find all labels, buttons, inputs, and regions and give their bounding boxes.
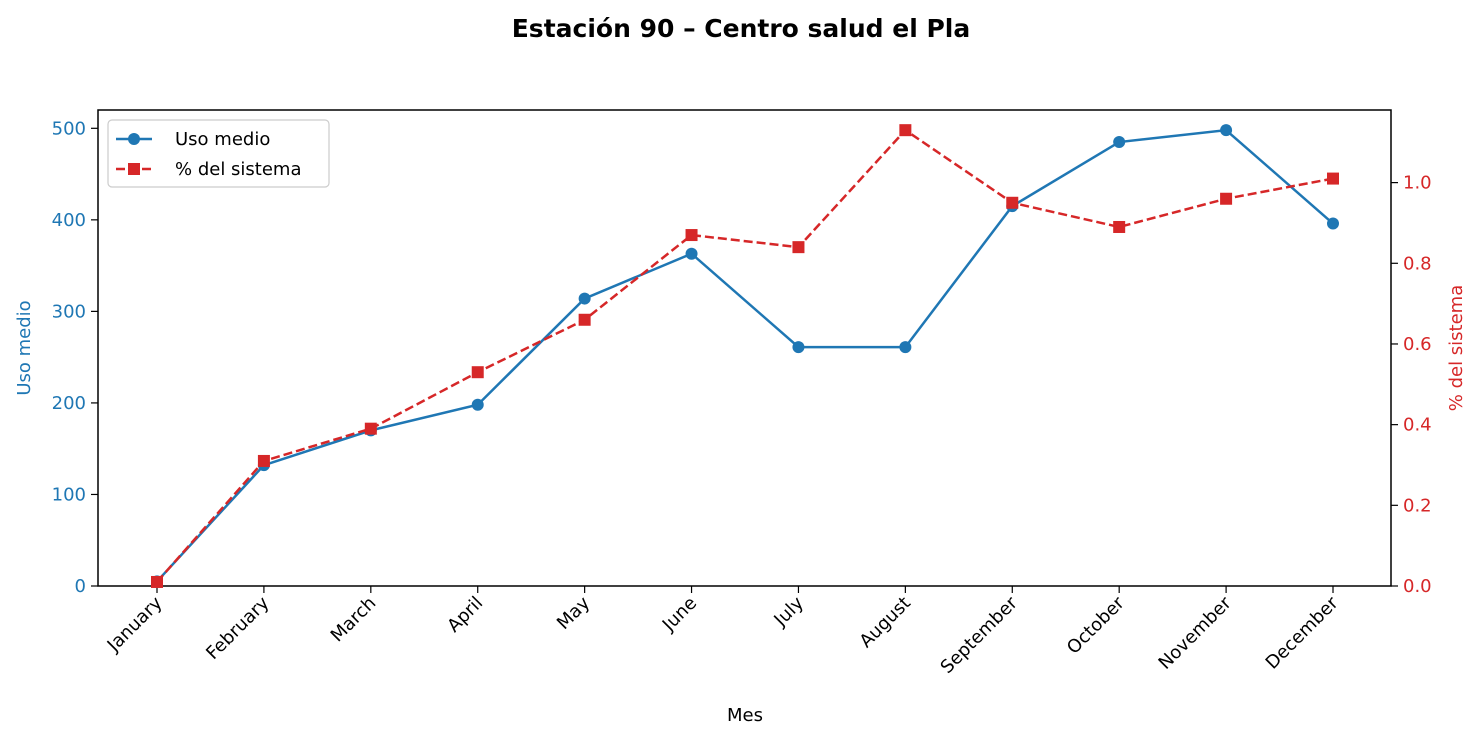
- x-axis: January February March April May June July Augu…: [103, 586, 1343, 678]
- x-tick-label: October: [1063, 592, 1129, 658]
- data-point: [1006, 196, 1019, 209]
- data-point: [1113, 136, 1126, 149]
- right-y-tick-label: 0.2: [1403, 495, 1432, 516]
- data-point: [1220, 124, 1233, 137]
- series-layer: [151, 124, 1339, 588]
- right-y-axis-label: % del sistema: [1446, 285, 1467, 412]
- series-line-porcentaje-sistema: [156, 128, 1334, 583]
- x-tick-label: August: [856, 593, 915, 652]
- plot-area: [97, 109, 1392, 587]
- left-y-tick-label: 500: [52, 118, 86, 139]
- right-y-tick-label: 0.0: [1403, 576, 1432, 597]
- data-point: [1113, 220, 1126, 233]
- data-point: [1327, 217, 1339, 230]
- left-y-axis: 0 100 200 300 400 500: [52, 118, 98, 597]
- right-y-axis: 0.0 0.2 0.4 0.6 0.8 1.0: [1391, 173, 1432, 597]
- data-point: [685, 229, 698, 242]
- legend-label: Uso medio: [175, 129, 270, 150]
- data-point: [471, 398, 484, 411]
- data-point: [257, 454, 270, 467]
- legend-marker: [128, 163, 140, 175]
- right-y-tick-label: 0.4: [1403, 415, 1432, 436]
- data-point: [792, 341, 805, 354]
- x-tick-label: January: [103, 592, 167, 656]
- left-y-tick-label: 300: [52, 301, 86, 322]
- left-y-tick-label: 400: [52, 210, 86, 231]
- right-y-tick-label: 1.0: [1403, 173, 1432, 194]
- x-tick-label: March: [327, 593, 381, 647]
- data-point: [899, 341, 912, 354]
- data-point: [1220, 192, 1233, 205]
- left-y-tick-label: 200: [52, 393, 86, 414]
- right-y-tick-label: 0.8: [1403, 253, 1432, 274]
- data-point: [578, 313, 591, 326]
- x-tick-label: November: [1155, 592, 1236, 673]
- data-point: [471, 366, 484, 379]
- data-point: [792, 241, 805, 254]
- data-point: [578, 292, 591, 305]
- legend-box: [107, 119, 330, 188]
- left-y-tick-label: 0: [75, 576, 86, 597]
- data-point: [364, 422, 377, 435]
- series-line-uso-medio: [156, 128, 1334, 583]
- data-point: [151, 575, 163, 588]
- x-tick-label: September: [937, 592, 1023, 678]
- x-tick-label: February: [202, 592, 273, 663]
- x-axis-label: Mes: [727, 705, 763, 726]
- right-y-tick-label: 0.6: [1403, 334, 1432, 355]
- x-tick-label: June: [658, 593, 701, 636]
- left-y-axis-label: Uso medio: [14, 300, 35, 395]
- plot-frame: [97, 109, 1392, 587]
- data-point: [899, 124, 912, 137]
- legend-marker: [128, 133, 140, 145]
- x-tick-label: July: [770, 592, 809, 631]
- legend: Uso medio % del sistema: [107, 119, 330, 188]
- x-tick-label: December: [1262, 592, 1343, 673]
- data-point: [1327, 172, 1339, 185]
- data-point: [685, 247, 698, 260]
- chart-title: Estación 90 – Centro salud el Pla: [512, 14, 971, 43]
- x-tick-label: May: [553, 592, 594, 633]
- x-tick-label: April: [443, 593, 487, 637]
- legend-label: % del sistema: [175, 159, 302, 180]
- left-y-tick-label: 100: [52, 484, 86, 505]
